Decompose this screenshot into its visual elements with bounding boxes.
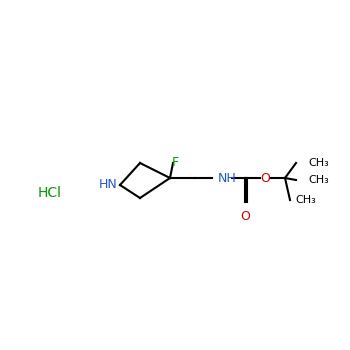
- Text: NH: NH: [218, 172, 237, 184]
- Text: CH₃: CH₃: [308, 175, 329, 185]
- Text: O: O: [240, 210, 250, 223]
- Text: HN: HN: [99, 178, 118, 191]
- Text: F: F: [172, 155, 179, 168]
- Text: CH₃: CH₃: [308, 158, 329, 168]
- Text: O: O: [260, 172, 270, 184]
- Text: HCl: HCl: [38, 186, 62, 200]
- Text: CH₃: CH₃: [295, 195, 316, 205]
